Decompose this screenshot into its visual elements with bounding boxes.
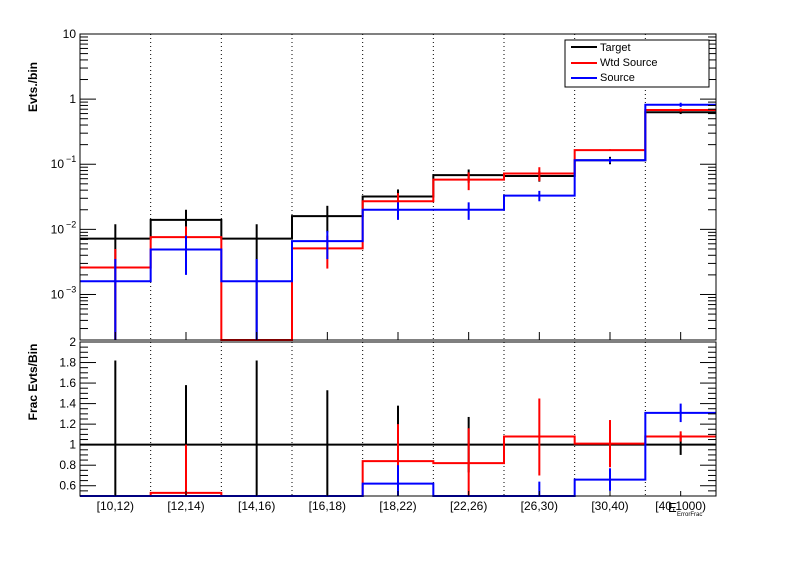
x-category-label: [14,16) (238, 499, 275, 513)
ratio-x-axis-title: E ErrorFrac (668, 500, 702, 518)
ratio-y-tick-label: 1.2 (59, 417, 76, 431)
top-y-tick-label: 10 (51, 157, 65, 171)
x-category-label: [18,22) (379, 499, 416, 513)
top-y-tick-label: 10 (51, 287, 65, 301)
ratio-y-tick-label: 1.8 (59, 356, 76, 370)
ratio-y-tick-label: 2 (69, 335, 76, 349)
ratio-x-axis-title-main: E (668, 500, 677, 515)
top-y-tick-label: 10 (63, 27, 77, 41)
legend-entry-target: Target (600, 42, 631, 54)
ratio-x-axis-title-sub: ErrorFrac (677, 512, 702, 518)
legend: Target Wtd Source Source (564, 39, 710, 88)
x-category-label: [22,26) (450, 499, 487, 513)
ratio-series-wtd-source (80, 435, 716, 497)
top-y-tick-exponent: −1 (66, 154, 76, 164)
top-y-tick-exponent: −3 (66, 284, 76, 294)
ratio-y-tick-label: 0.8 (59, 458, 76, 472)
ratio-y-tick-label: 0.6 (59, 479, 76, 493)
x-category-label: [10,12) (97, 499, 134, 513)
ratio-y-axis-title: Frac Evts/Bin (26, 344, 40, 421)
top-y-axis-title: Evts./bin (26, 62, 40, 112)
x-category-label: [16,18) (309, 499, 346, 513)
ratio-y-tick-label: 1.4 (59, 397, 76, 411)
ratio-y-tick-label: 1.6 (59, 376, 76, 390)
ratio-y-tick-label: 1 (69, 438, 76, 452)
x-category-label: [40,1000) (655, 499, 706, 513)
legend-entry-wtd-source: Wtd Source (600, 57, 657, 69)
top-series-source (80, 103, 716, 283)
x-category-label: [26,30) (521, 499, 558, 513)
ratio-plot: 2 1.8 1.6 1.4 1.2 1 0.8 0.6 Frac Evts/Bin [10,1… (26, 332, 717, 518)
x-category-label: [30,40) (591, 499, 628, 513)
top-y-tick-label: 1 (69, 92, 76, 106)
legend-entry-source: Source (600, 72, 635, 84)
top-y-tick-exponent: −2 (66, 219, 76, 229)
top-y-tick-label: 10 (51, 222, 65, 236)
x-category-label: [12,14) (167, 499, 204, 513)
